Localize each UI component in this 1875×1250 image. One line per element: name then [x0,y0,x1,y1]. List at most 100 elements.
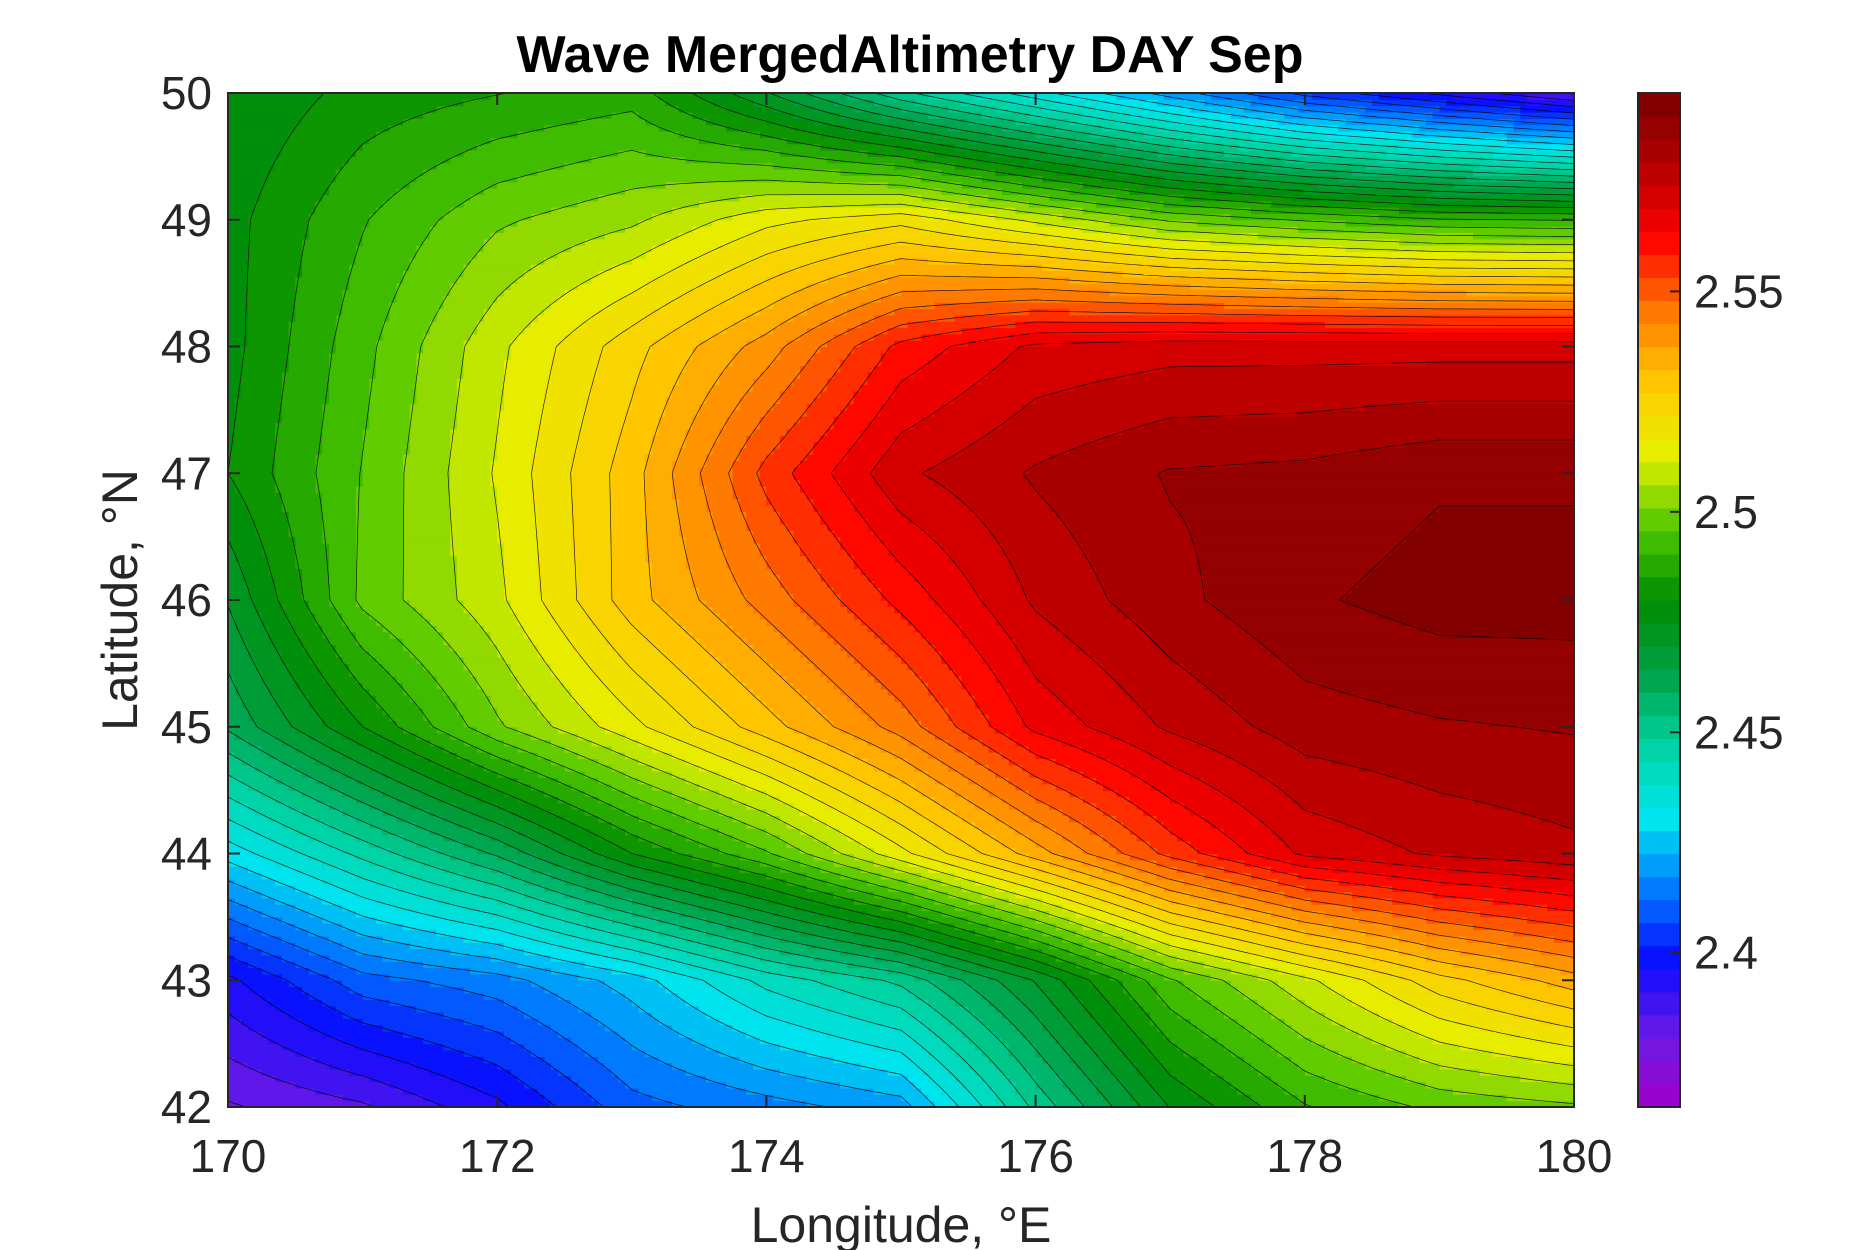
contour-band [658,929,707,937]
contour-band [625,422,660,430]
contour-band [625,1081,727,1089]
contour-band [1446,992,1521,1000]
contour-band [826,631,875,639]
contour-band [685,536,720,544]
contour-band [927,935,963,943]
contour-band [228,638,243,645]
contour-band [1170,118,1225,126]
contour-band [1069,897,1104,905]
contour-band [1425,118,1515,126]
y-axis-label: Latitude, °N [92,469,148,731]
contour-band [1197,549,1393,557]
contour-band [806,1024,895,1032]
contour-band [376,207,451,215]
colorbar-swatch [1638,1014,1680,1039]
contour-band [382,809,431,817]
contour-band [934,1081,963,1089]
contour-band [1075,384,1575,392]
contour-band [436,847,478,855]
contour-band [954,954,990,962]
contour-band [228,707,249,715]
contour-band [598,777,640,785]
contour-band [409,435,451,443]
contour-band [362,454,404,462]
contour-band [342,847,391,855]
contour-band [988,150,1050,157]
contour-band [503,542,539,550]
contour-band [894,162,956,170]
contour-band [228,885,249,893]
contour-band [1324,1075,1407,1083]
contour-band [1183,1081,1232,1089]
contour-band [651,435,687,443]
contour-band [1351,169,1474,176]
contour-band [1062,143,1117,151]
contour-band [463,1049,532,1057]
contour-band [618,695,667,702]
contour-band [1075,1030,1111,1038]
contour-band [1250,1094,1299,1102]
x-tick-label: 170 [190,1130,267,1182]
contour-band [968,948,1003,956]
contour-band [995,1094,1023,1102]
contour-band [1028,815,1070,823]
contour-band [604,682,653,690]
contour-band [248,340,290,348]
contour-band [1129,695,1218,702]
contour-band [584,935,640,943]
contour-band [564,815,599,823]
contour-band [699,466,734,474]
contour-band [1082,859,1117,867]
contour-band [1015,644,1077,652]
contour-band [968,574,1017,582]
contour-band [665,270,727,278]
contour-band [813,853,855,861]
contour-band [416,606,465,614]
contour-band [806,454,848,462]
contour-band [705,688,754,696]
contour-band [981,1075,1010,1083]
contour-band [1096,916,1131,924]
contour-band [793,644,842,652]
contour-band [941,1011,976,1019]
contour-band [362,992,485,1000]
contour-band [1089,561,1198,569]
contour-band [409,872,465,880]
contour-band [1136,834,1178,842]
contour-band [275,435,323,443]
contour-band [228,194,263,202]
contour-band [1143,1075,1178,1083]
contour-band [228,131,290,138]
contour-band [1129,232,1259,240]
contour-band [874,473,929,481]
contour-band [228,530,256,538]
contour-band [1116,169,1178,176]
contour-band [228,821,243,829]
contour-band [234,676,263,683]
contour-band [1001,752,1037,760]
contour-band [261,929,310,937]
contour-band [651,840,700,848]
contour-band [961,568,1017,576]
contour-band [948,105,996,113]
contour-band [402,568,458,576]
contour-band [503,574,539,582]
contour-band [1062,834,1104,842]
contour-band [1271,650,1575,658]
contour-band [571,549,613,557]
contour-band [1136,929,1165,937]
contour-band [833,422,868,430]
contour-band [335,695,377,702]
contour-band [1156,226,1299,234]
contour-band [537,923,586,931]
contour-band [322,859,370,867]
contour-band [342,162,438,170]
contour-band [699,682,747,690]
contour-band [450,504,498,512]
contour-band [645,973,693,981]
contour-band [739,866,781,874]
contour-band [1150,1049,1185,1057]
contour-band [779,517,821,525]
contour-band [1190,809,1252,817]
contour-band [1028,1068,1057,1076]
